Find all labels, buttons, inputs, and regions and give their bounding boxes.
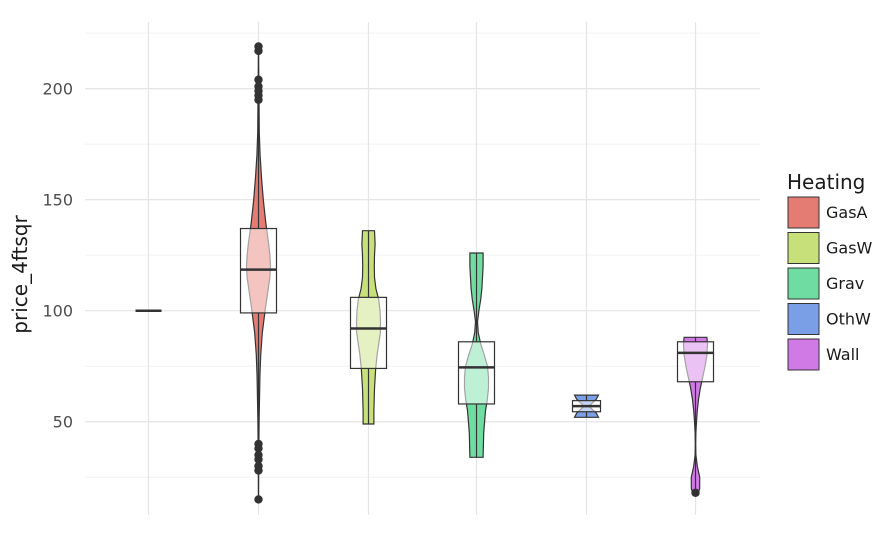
legend-label: OthW bbox=[826, 310, 871, 329]
outlier-point bbox=[254, 495, 263, 504]
legend-title: Heating bbox=[787, 170, 865, 194]
violins bbox=[135, 42, 715, 504]
legend-label: Grav bbox=[826, 274, 864, 293]
grid bbox=[85, 22, 760, 515]
box bbox=[457, 341, 496, 405]
outlier-point bbox=[254, 46, 263, 56]
legend-label: Wall bbox=[826, 345, 860, 364]
violin-group bbox=[457, 252, 496, 458]
legend-swatch bbox=[787, 267, 820, 300]
outlier-point bbox=[254, 466, 263, 475]
outlier-point bbox=[691, 488, 700, 497]
violin-group bbox=[239, 42, 278, 504]
outlier-point bbox=[254, 75, 263, 84]
y-tick-label: 50 bbox=[53, 413, 73, 432]
outlier-point bbox=[254, 444, 263, 453]
legend-label: GasW bbox=[826, 239, 873, 258]
legend-swatch bbox=[787, 338, 820, 371]
legend-label: GasA bbox=[826, 203, 868, 222]
violin-group bbox=[676, 336, 715, 497]
y-tick-label: 100 bbox=[42, 302, 73, 321]
box bbox=[349, 296, 388, 370]
y-axis: 50 100 150 200 bbox=[42, 80, 73, 432]
outlier-point bbox=[254, 455, 263, 464]
violin-group bbox=[349, 230, 388, 425]
legend-swatch bbox=[787, 232, 820, 264]
legend-swatch bbox=[787, 303, 820, 335]
outlier-point bbox=[254, 95, 263, 104]
box bbox=[676, 341, 715, 383]
y-axis-title: price_4ftsqr bbox=[8, 215, 32, 334]
legend: Heating GasA GasW Grav OthW Wall bbox=[787, 170, 873, 371]
y-tick-label: 200 bbox=[42, 80, 73, 99]
violin-group bbox=[571, 394, 602, 418]
legend-swatch bbox=[787, 196, 820, 229]
y-tick-label: 150 bbox=[42, 191, 73, 210]
